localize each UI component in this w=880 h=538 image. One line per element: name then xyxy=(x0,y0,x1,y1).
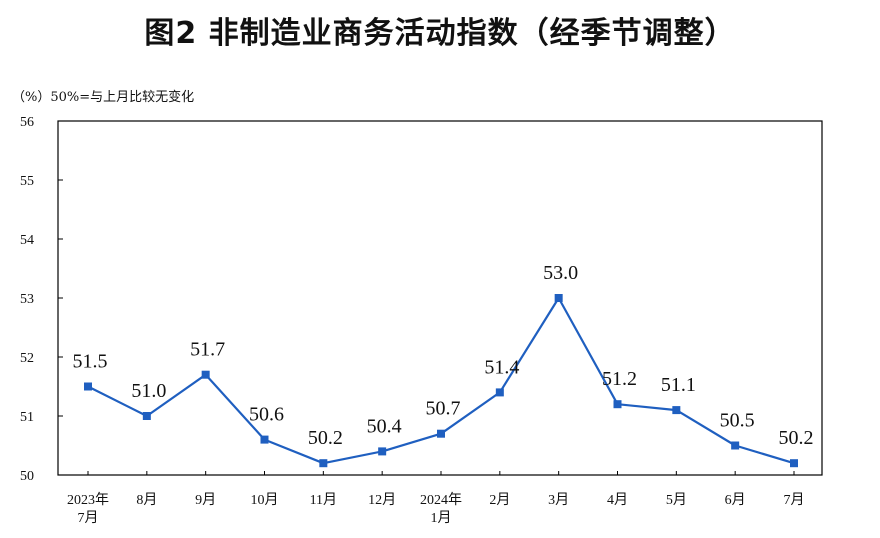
x-tick-label: 2023年 7月 xyxy=(67,492,109,526)
data-point xyxy=(319,459,328,468)
data-label: 51.0 xyxy=(131,380,166,402)
y-tick-label: 51 xyxy=(20,410,34,425)
data-point xyxy=(84,382,92,391)
y-tick-label: 53 xyxy=(20,292,34,307)
chart-title: 图2 非制造业商务活动指数（经季节调整） xyxy=(144,16,736,51)
x-tick-label: 7月 xyxy=(784,492,805,508)
data-point xyxy=(201,370,210,379)
unit-label: （%） xyxy=(12,90,51,105)
x-tick-label: 11月 xyxy=(310,492,337,508)
data-point xyxy=(731,441,740,450)
data-label: 53.0 xyxy=(543,262,578,284)
data-label: 50.7 xyxy=(426,398,461,420)
data-point xyxy=(672,406,681,415)
x-tick-label: 4月 xyxy=(607,492,628,508)
data-point xyxy=(495,388,504,397)
data-point xyxy=(790,459,798,468)
data-label: 51.7 xyxy=(190,339,225,361)
y-tick-label: 52 xyxy=(20,351,34,366)
y-tick-label: 54 xyxy=(20,233,34,248)
x-tick-label: 9月 xyxy=(195,492,216,508)
y-tick-label: 55 xyxy=(20,174,34,189)
data-point xyxy=(554,294,563,302)
x-tick-label: 3月 xyxy=(548,492,569,508)
data-label: 51.2 xyxy=(602,368,637,390)
data-point xyxy=(613,400,622,409)
data-point xyxy=(378,447,387,456)
y-tick-label: 56 xyxy=(20,115,34,130)
x-tick-label: 6月 xyxy=(725,492,746,508)
x-tick-label: 2024年 1月 xyxy=(420,492,462,526)
y-tick-label: 50 xyxy=(20,469,34,484)
data-label: 50.2 xyxy=(308,427,343,449)
x-tick-label: 2月 xyxy=(489,492,510,508)
plot-frame xyxy=(57,120,823,476)
x-tick-label: 12月 xyxy=(368,492,396,508)
data-label: 51.1 xyxy=(661,374,696,396)
unit-note: （%）50%=与上月比较无变化 xyxy=(12,86,194,105)
data-label: 50.4 xyxy=(367,415,402,437)
data-label: 51.5 xyxy=(73,351,108,373)
x-tick-label: 5月 xyxy=(666,492,687,508)
data-point xyxy=(260,435,269,444)
data-label: 51.4 xyxy=(484,356,519,378)
data-point xyxy=(142,412,151,420)
x-tick-label: 10月 xyxy=(251,492,279,508)
baseline-note: 50%=与上月比较无变化 xyxy=(50,90,195,105)
data-label: 50.5 xyxy=(720,410,755,432)
x-tick-label: 8月 xyxy=(136,492,157,508)
data-label: 50.6 xyxy=(249,404,284,426)
data-point xyxy=(437,429,445,438)
data-label: 50.2 xyxy=(779,427,814,449)
